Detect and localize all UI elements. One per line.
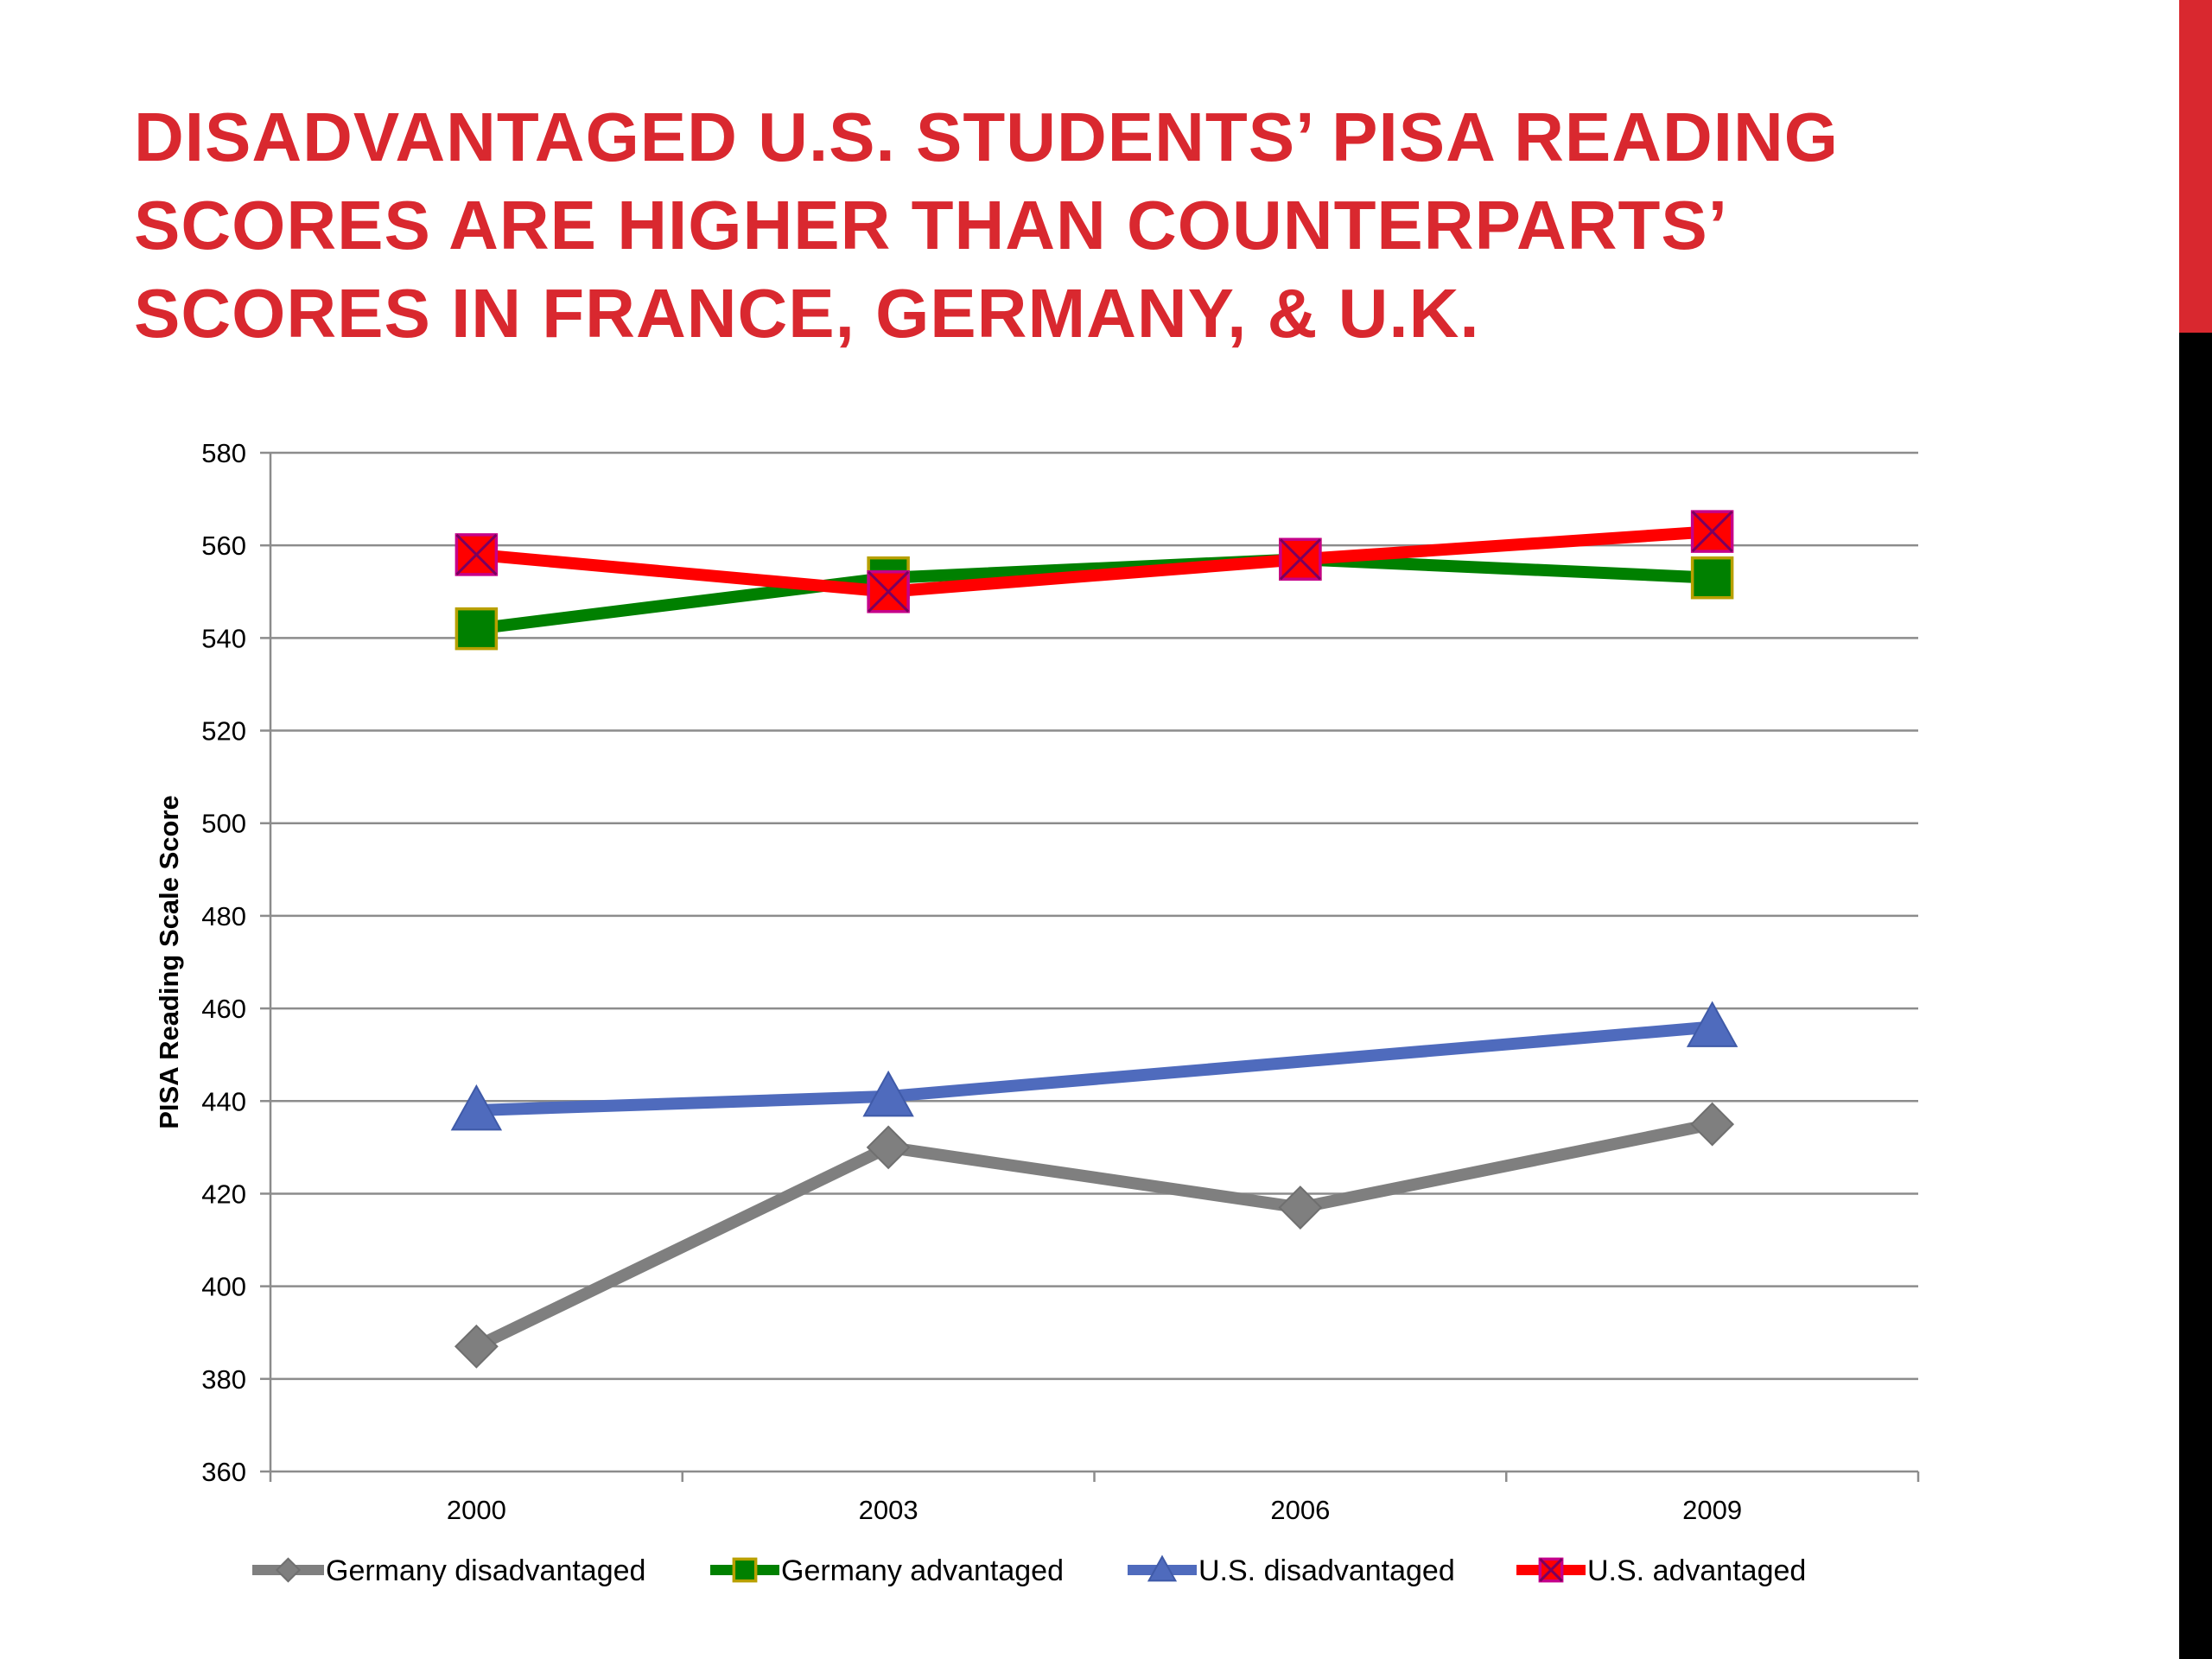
y-tick-label: 440 [201, 1086, 246, 1116]
legend-swatch-marker [275, 1557, 302, 1583]
y-tick-label: 400 [201, 1272, 246, 1302]
y-tick-label: 480 [201, 901, 246, 931]
x-tick-label: 2003 [859, 1495, 918, 1525]
data-point-u-s-advantaged-cross [1691, 511, 1733, 553]
legend-label: U.S. disadvantaged [1198, 1554, 1455, 1587]
y-tick-label: 460 [201, 994, 246, 1024]
y-tick-label: 360 [201, 1457, 246, 1487]
data-point-u-s-advantaged-cross [868, 570, 910, 613]
data-point-u-s-disadvantaged [450, 1084, 503, 1131]
x-tick-label: 2000 [447, 1495, 506, 1525]
slide-title-line-1: DISADVANTAGED U.S. STUDENTS’ PISA READIN… [134, 99, 1840, 175]
y-tick-label: 380 [201, 1364, 246, 1395]
slide-title-line-2: SCORES ARE HIGHER THAN COUNTERPARTS’ [134, 187, 1728, 264]
data-point-germany-disadvantaged [1278, 1185, 1323, 1230]
data-point-u-s-disadvantaged [1686, 1001, 1738, 1047]
data-point-u-s-advantaged [454, 533, 499, 576]
data-point-germany-advantaged [454, 607, 499, 651]
accent-bar-red [2179, 0, 2212, 333]
y-tick-label: 520 [201, 716, 246, 747]
data-point-germany-advantaged [1690, 556, 1734, 600]
series-line-u-s-disadvantaged [476, 1020, 1713, 1116]
data-point-germany-disadvantaged [866, 1125, 911, 1170]
legend-swatch-marker-cross [1539, 1558, 1563, 1582]
chart-axes: 360 380 400 420 440 460 480 500 520 540 560 580 2000… [154, 438, 1920, 1525]
series-line-germany-disadvantaged [474, 1118, 1714, 1352]
data-point-u-s-advantaged-cross [455, 533, 498, 575]
y-tick-label: 420 [201, 1179, 246, 1209]
legend-label: U.S. advantaged [1587, 1554, 1806, 1587]
accent-bar-black [2179, 333, 2212, 1659]
data-point-u-s-advantaged [1279, 537, 1322, 582]
series-line-germany-advantaged [475, 553, 1713, 635]
y-tick-label: 580 [201, 438, 246, 468]
chart-legend: Germany disadvantaged Germany advantaged U… [252, 1554, 1806, 1587]
data-point-u-s-disadvantaged [862, 1070, 914, 1117]
legend-swatch-marker [1147, 1554, 1178, 1582]
slide-title-line-3: SCORES IN FRANCE, GERMANY, & U.K. [134, 275, 1480, 352]
data-point-germany-disadvantaged [454, 1324, 499, 1369]
x-tick-label: 2006 [1270, 1495, 1330, 1525]
x-tick-label: 2009 [1682, 1495, 1742, 1525]
y-axis-title: PISA Reading Scale Score [154, 795, 184, 1129]
legend-swatch-marker [1538, 1557, 1564, 1583]
data-point-u-s-advantaged [1690, 510, 1734, 553]
data-point-u-s-advantaged [867, 570, 910, 613]
data-point-germany-disadvantaged [1690, 1102, 1735, 1147]
legend-label: Germany advantaged [781, 1554, 1064, 1587]
series-line-u-s-advantaged [475, 525, 1713, 598]
y-tick-label: 500 [201, 809, 246, 839]
legend-swatch-marker [732, 1557, 758, 1583]
y-tick-label: 560 [201, 531, 246, 561]
slide-title: DISADVANTAGED U.S. STUDENTS’ PISA READIN… [134, 93, 2147, 358]
chart-gridlines [270, 451, 1918, 1381]
chart-series [450, 510, 1738, 1369]
legend-label: Germany disadvantaged [326, 1554, 645, 1587]
y-tick-label: 540 [201, 623, 246, 653]
data-point-u-s-advantaged-cross [1279, 538, 1321, 581]
